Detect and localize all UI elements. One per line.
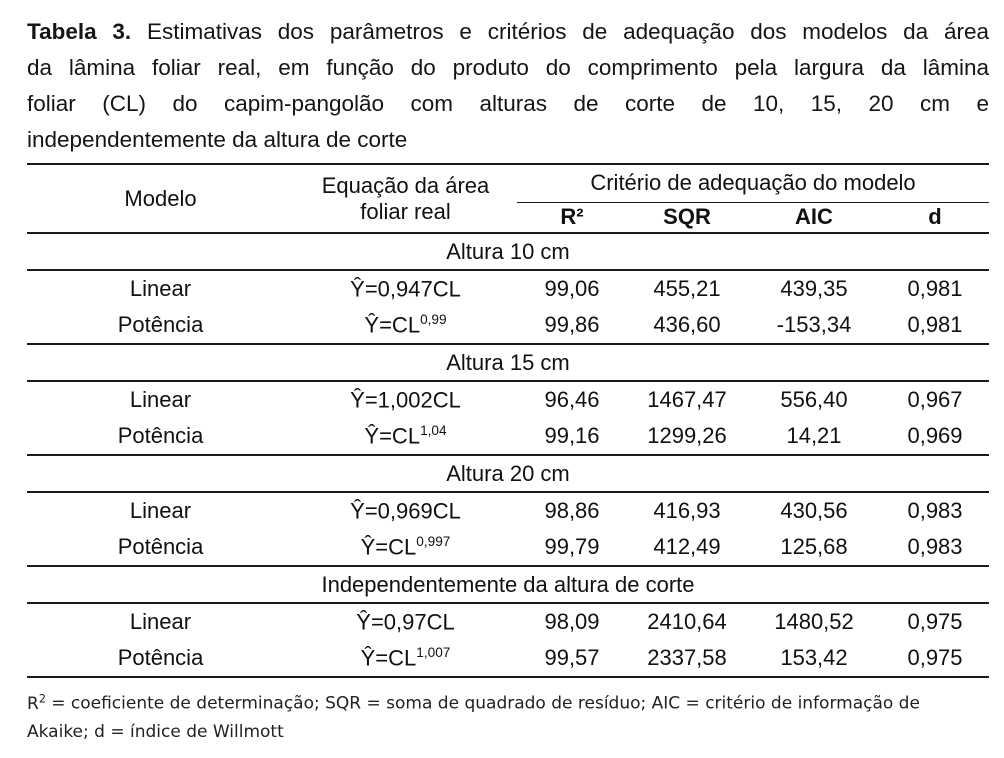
caption-table-number: Tabela 3.: [27, 19, 132, 44]
header-row-2: R² SQR AIC d: [27, 202, 990, 234]
aic-cell: 430,56: [780, 498, 848, 523]
caption-line-2: da lâmina foliar real, em função do prod…: [27, 55, 989, 80]
column-group-criterio: Critério de adequação do modelo: [517, 164, 990, 203]
section-header-row: Independentemente da altura de corte: [27, 565, 990, 604]
r2-cell: 99,79: [544, 534, 600, 559]
table-row: Linear Ŷ=0,97CL 98,09 2410,64 1480,52 0,…: [27, 603, 989, 640]
model-cell: Potência: [117, 645, 204, 670]
d-cell: 0,975: [907, 609, 963, 634]
caption-text: Estimativas dos parâmetros e critérios d…: [146, 19, 989, 44]
column-header-equacao: Equação da área foliar real: [294, 164, 517, 234]
aic-cell: 556,40: [780, 387, 848, 412]
column-header-d: d: [881, 202, 990, 234]
equation-cell: Ŷ=CL0,997: [360, 533, 451, 560]
section-title-independente: Independentemente da altura de corte: [27, 565, 990, 604]
equation-cell: Ŷ=CL0,99: [364, 311, 447, 338]
table-row: Potência Ŷ=CL0,99 99,86 436,60 -153,34 0…: [27, 307, 989, 344]
sqr-cell: 1299,26: [647, 423, 727, 448]
aic-cell: 153,42: [780, 645, 848, 670]
r2-cell: 98,09: [544, 609, 600, 634]
data-table: Modelo Equação da área foliar real Crité…: [27, 163, 990, 678]
d-cell: 0,981: [907, 312, 963, 337]
sqr-cell: 455,21: [653, 276, 721, 301]
aic-cell: 1480,52: [774, 609, 854, 634]
aic-cell: 125,68: [780, 534, 848, 559]
aic-cell: 439,35: [780, 276, 848, 301]
column-header-r2: R²: [517, 202, 627, 234]
table-caption: Tabela 3. Estimativas dos parâmetros e c…: [27, 14, 989, 158]
section-title-altura-20: Altura 20 cm: [27, 454, 990, 493]
r2-cell: 99,06: [544, 276, 600, 301]
header-row-1: Modelo Equação da área foliar real Crité…: [27, 164, 990, 234]
caption-line-3: foliar (CL) do capim-pangolão com altura…: [27, 91, 989, 116]
footnote-line-1: = coeficiente de determinação; SQR = som…: [45, 693, 920, 714]
equation-cell: Ŷ=0,969CL: [350, 498, 461, 524]
model-cell: Potência: [117, 423, 204, 448]
equation-header-line2: foliar real: [360, 198, 451, 224]
aic-cell: -153,34: [776, 312, 852, 337]
aic-cell: 14,21: [786, 423, 842, 448]
caption-line-4: independentemente da altura de corte: [27, 127, 408, 152]
model-cell: Linear: [129, 387, 192, 412]
r2-cell: 99,86: [544, 312, 600, 337]
table-row: Potência Ŷ=CL0,997 99,79 412,49 125,68 0…: [27, 529, 989, 566]
sqr-cell: 412,49: [653, 534, 721, 559]
section-header-row: Altura 10 cm: [27, 232, 990, 271]
table-row: Potência Ŷ=CL1,007 99,57 2337,58 153,42 …: [27, 640, 989, 677]
equation-cell: Ŷ=CL1,04: [364, 422, 447, 449]
table-row: Linear Ŷ=0,947CL 99,06 455,21 439,35 0,9…: [27, 270, 989, 307]
sqr-cell: 2337,58: [647, 645, 727, 670]
model-cell: Potência: [117, 312, 204, 337]
d-cell: 0,983: [907, 498, 963, 523]
d-cell: 0,983: [907, 534, 963, 559]
d-cell: 0,969: [907, 423, 963, 448]
equation-cell: Ŷ=1,002CL: [350, 387, 461, 413]
equation-cell: Ŷ=0,947CL: [350, 276, 461, 302]
caption-line-1: Tabela 3. Estimativas dos parâmetros e c…: [27, 14, 989, 50]
section-title-altura-10: Altura 10 cm: [27, 232, 990, 271]
sqr-cell: 436,60: [653, 312, 721, 337]
sqr-cell: 416,93: [653, 498, 721, 523]
equation-header-line1: Equação da área: [321, 172, 490, 198]
table-row: Linear Ŷ=0,969CL 98,86 416,93 430,56 0,9…: [27, 492, 989, 529]
equation-cell: Ŷ=0,97CL: [356, 609, 455, 635]
footnote-r2-abbrev: R2: [27, 692, 46, 714]
section-header-row: Altura 20 cm: [27, 454, 990, 493]
sqr-cell: 2410,64: [647, 609, 727, 634]
sqr-cell: 1467,47: [647, 387, 727, 412]
column-header-aic: AIC: [747, 202, 881, 234]
equation-cell: Ŷ=CL1,007: [360, 644, 451, 671]
model-cell: Linear: [129, 498, 192, 523]
table-row: Linear Ŷ=1,002CL 96,46 1467,47 556,40 0,…: [27, 381, 989, 418]
table-footnote: R2 = coeficiente de determinação; SQR = …: [27, 685, 992, 746]
r2-cell: 99,16: [544, 423, 600, 448]
d-cell: 0,975: [907, 645, 963, 670]
d-cell: 0,981: [907, 276, 963, 301]
d-cell: 0,967: [907, 387, 963, 412]
model-cell: Linear: [129, 609, 192, 634]
table-row: Potência Ŷ=CL1,04 99,16 1299,26 14,21 0,…: [27, 418, 989, 455]
r2-cell: 96,46: [544, 387, 600, 412]
model-cell: Potência: [117, 534, 204, 559]
footnote-line-2: Akaike; d = índice de Willmott: [27, 721, 284, 742]
section-title-altura-15: Altura 15 cm: [27, 343, 990, 382]
column-header-modelo: Modelo: [27, 164, 294, 234]
model-cell: Linear: [129, 276, 192, 301]
column-header-sqr: SQR: [627, 202, 747, 234]
r2-cell: 98,86: [544, 498, 600, 523]
r2-cell: 99,57: [544, 645, 600, 670]
section-header-row: Altura 15 cm: [27, 343, 990, 382]
